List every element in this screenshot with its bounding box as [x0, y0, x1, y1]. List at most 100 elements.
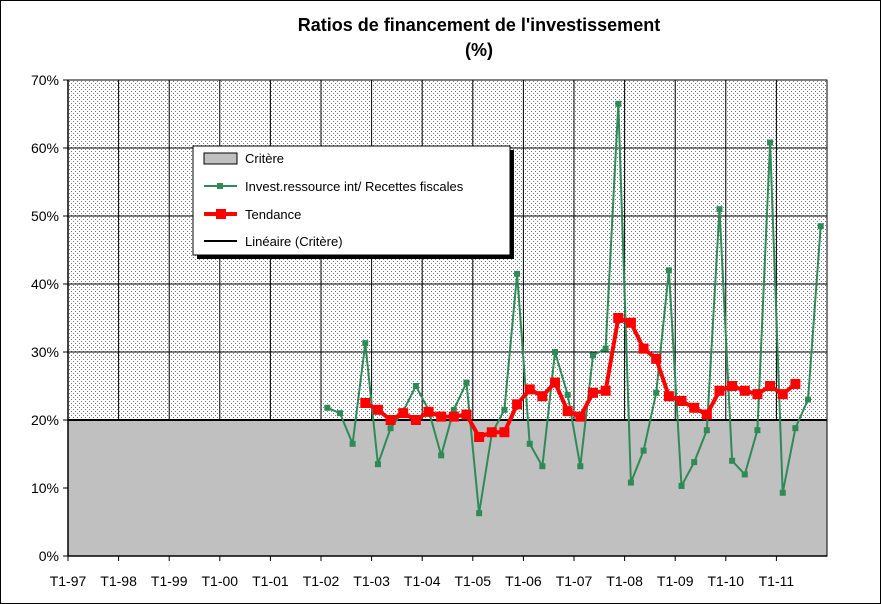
tendance-series-point: [613, 313, 624, 323]
x-tick-label: T1-03: [353, 573, 390, 589]
invest-series-point: [514, 270, 521, 277]
tendance-series-point: [372, 404, 383, 415]
invest-series-point: [450, 406, 457, 413]
invest-series-point: [741, 471, 748, 478]
tendance-series-point: [499, 427, 510, 438]
legend-label-invest: Invest.ressource int/ Recettes fiscales: [245, 179, 464, 194]
tendance-series-point: [474, 432, 485, 442]
invest-series-point: [602, 345, 609, 352]
tendance-series-point: [676, 395, 687, 406]
legend: Critère Invest.ressource int/ Recettes f…: [192, 145, 514, 259]
tendance-series-point: [537, 391, 548, 402]
tendance-series-point: [701, 409, 712, 420]
invest-series-line: [326, 102, 822, 515]
invest-series-point: [779, 489, 786, 496]
tendance-series-point: [714, 385, 725, 396]
tendance-series-point: [752, 389, 763, 400]
tendance-series-point: [562, 406, 573, 417]
invest-series-point: [754, 427, 761, 434]
invest-series-point: [627, 479, 634, 486]
invest-series-point: [792, 425, 799, 432]
tendance-series-point: [448, 411, 459, 422]
invest-series-point: [729, 457, 736, 464]
invest-series-point: [324, 404, 331, 411]
tendance-series-point: [727, 381, 738, 391]
tendance-series-point: [663, 391, 674, 402]
x-tick-label: T1-04: [404, 573, 441, 589]
y-tick-label: 60%: [31, 140, 59, 156]
invest-series-point: [678, 482, 685, 489]
tendance-series-point: [398, 408, 409, 419]
invest-series-point: [349, 440, 356, 447]
legend-marker-invest: [217, 183, 223, 189]
x-tick-label: T1-05: [455, 573, 492, 589]
invest-series-point: [817, 223, 824, 230]
invest-series-point: [589, 352, 596, 359]
tendance-series-point: [360, 398, 371, 408]
invest-series-point: [805, 396, 812, 403]
invest-series-point: [767, 139, 774, 146]
x-tick-label: T1-06: [505, 573, 542, 589]
invest-series-point: [665, 267, 672, 274]
invest-series-point: [552, 349, 559, 355]
tendance-series-point: [790, 378, 801, 389]
tendance-series-point: [486, 427, 497, 438]
chart-title: Ratios de financement de l'investissemen…: [298, 15, 660, 35]
legend-marker-tendance: [216, 209, 226, 219]
x-tick-label: T1-07: [556, 573, 593, 589]
invest-series-point: [716, 206, 723, 213]
tendance-series-point: [550, 377, 561, 388]
x-tick-label: T1-11: [759, 573, 795, 589]
y-tick-label: 30%: [31, 344, 59, 360]
invest-series-point: [539, 463, 546, 470]
invest-series-point: [640, 447, 647, 454]
tendance-series-point: [587, 387, 598, 398]
y-tick-label: 10%: [31, 480, 59, 496]
chart-subtitle: (%): [465, 40, 493, 60]
legend-label-lineaire: Linéaire (Critère): [245, 234, 343, 249]
invest-series-point: [362, 340, 369, 347]
legend-label-tendance: Tendance: [245, 207, 301, 222]
tendance-series-point: [461, 409, 472, 420]
invest-series-point: [374, 461, 381, 468]
invest-series-point: [615, 100, 622, 107]
tendance-series-point: [575, 411, 586, 422]
invest-series-point: [463, 379, 470, 386]
tendance-series-point: [524, 384, 535, 395]
tendance-series-point: [625, 317, 636, 328]
invest-series-point: [577, 463, 584, 470]
tendance-series-point: [600, 385, 611, 396]
tendance-series-point: [512, 399, 523, 410]
x-tick-label: T1-01: [252, 573, 289, 589]
invest-series-point: [438, 452, 445, 459]
critere-area: [68, 420, 827, 556]
x-tick-label: T1-00: [202, 573, 239, 589]
y-tick-label: 40%: [31, 276, 59, 292]
tendance-series-point: [689, 402, 700, 413]
legend-label-critere: Critère: [245, 151, 284, 166]
y-tick-label: 70%: [31, 72, 59, 88]
invest-series-point: [387, 425, 394, 432]
invest-series-point: [412, 383, 419, 389]
y-tick-label: 0%: [39, 548, 59, 564]
tendance-series-point: [385, 415, 396, 425]
y-tick-label: 20%: [31, 412, 59, 428]
tendance-series-point: [651, 353, 662, 364]
tendance-series-point: [777, 389, 788, 400]
tendance-series-point: [436, 411, 447, 422]
invest-series-point: [526, 440, 533, 447]
x-tick-label: T1-99: [151, 573, 188, 589]
invest-series-point: [564, 391, 571, 398]
invest-series-point: [501, 406, 508, 413]
legend-box: [192, 145, 511, 256]
invest-series-point: [703, 427, 710, 434]
x-tick-label: T1-10: [708, 573, 745, 589]
invest-series-point: [691, 459, 698, 466]
tendance-series-point: [739, 385, 750, 396]
tendance-series-point: [423, 406, 434, 417]
tendance-series-point: [638, 343, 649, 354]
x-tick-label: T1-02: [303, 573, 340, 589]
invest-series-point: [653, 389, 660, 396]
